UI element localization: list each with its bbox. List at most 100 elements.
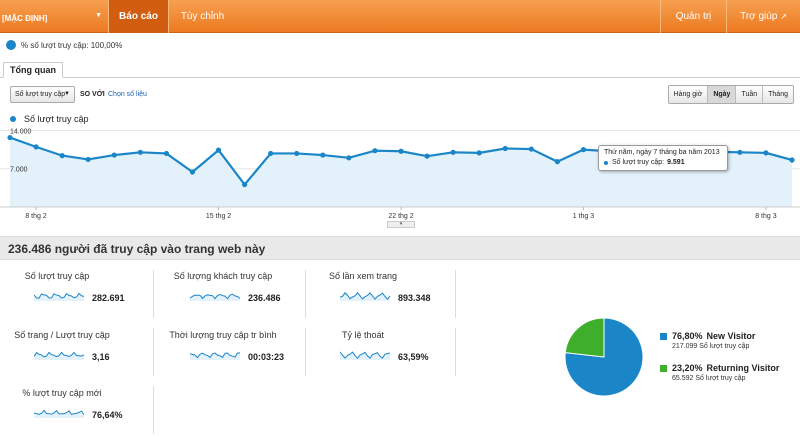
- admin-link[interactable]: Quản trị: [660, 0, 726, 33]
- tooltip-metric: Số lượt truy cập:: [612, 159, 665, 166]
- metric-visitors[interactable]: Số lượng khách truy cập 236.486: [158, 271, 308, 321]
- metric-visits[interactable]: Số lượt truy cập 282.691: [2, 271, 152, 321]
- sparkline: [34, 409, 84, 418]
- data-point[interactable]: [268, 150, 274, 157]
- pie-pct: 23,20%: [672, 363, 703, 373]
- profile-selector[interactable]: [MẶC ĐỊNH] ▼: [0, 0, 108, 33]
- data-point[interactable]: [59, 153, 65, 159]
- x-tick-label: 8 thg 3: [755, 213, 777, 220]
- sparkline-area: [190, 352, 240, 360]
- chart-controls: Số lượt truy cập ▼ SO VỚI Chọn số liệu H…: [0, 84, 800, 106]
- pie-count: 65.592 Số lượt truy cập: [672, 375, 746, 382]
- tab-customize[interactable]: Tùy chỉnh: [168, 0, 236, 33]
- data-point[interactable]: [528, 146, 534, 152]
- granularity-day[interactable]: Ngày: [707, 86, 736, 103]
- sparkline: [34, 351, 84, 360]
- data-point[interactable]: [346, 155, 352, 161]
- data-point[interactable]: [476, 150, 482, 156]
- data-point[interactable]: [242, 181, 248, 188]
- pie-legend-returning: 23,20% Returning Visitor 65.592 Số lượt …: [660, 363, 779, 382]
- visitor-summary: 236.486 người đã truy cập vào trang web …: [8, 242, 266, 256]
- help-link[interactable]: Trợ giúp ↗: [726, 0, 800, 33]
- data-point[interactable]: [111, 152, 117, 158]
- data-point[interactable]: [502, 145, 508, 152]
- metric-label: Thời lượng truy cập tr bình: [169, 330, 277, 340]
- metric-label: Tỷ lệ thoát: [341, 330, 385, 340]
- sparkline: [34, 292, 84, 301]
- x-tick-label: 1 thg 3: [573, 213, 595, 220]
- data-point[interactable]: [398, 148, 404, 154]
- compare-label: SO VỚI: [80, 91, 105, 98]
- metric-label: Số lần xem trang: [328, 271, 398, 281]
- divider: [153, 328, 154, 376]
- data-point[interactable]: [554, 159, 561, 165]
- legend-swatch: [660, 364, 667, 372]
- data-point[interactable]: [137, 149, 143, 155]
- series-area: [10, 137, 792, 207]
- pie-slice[interactable]: [564, 317, 605, 358]
- tooltip-dot: [604, 160, 608, 165]
- metric-select-label: Số lượt truy cập: [15, 91, 66, 98]
- divider: [153, 386, 154, 434]
- data-point[interactable]: [189, 169, 196, 175]
- legend-swatch: [660, 332, 667, 340]
- sparkline-line: [190, 293, 240, 300]
- sparkline-area: [340, 351, 390, 360]
- metric-label: Số lượng khách truy cập: [173, 271, 273, 281]
- data-point[interactable]: [7, 134, 13, 141]
- data-point[interactable]: [580, 147, 587, 153]
- segment-info: % số lượt truy cập: 100,00%: [6, 40, 122, 50]
- divider: [455, 270, 456, 318]
- pie-name: Returning Visitor: [706, 363, 780, 373]
- y-tick-label: 14.000: [10, 128, 32, 135]
- help-label: Trợ giúp: [740, 11, 778, 22]
- pie-name: New Visitor: [706, 331, 756, 341]
- sparkline: [340, 292, 390, 301]
- chevron-down-icon: ▼: [95, 12, 102, 19]
- metric-pages-per-visit[interactable]: Số trang / Lượt truy cập 3,16: [2, 330, 152, 380]
- tab-strip-line: [0, 77, 800, 78]
- data-point[interactable]: [789, 157, 795, 163]
- data-point[interactable]: [294, 150, 300, 157]
- tab-overview[interactable]: Tổng quan: [3, 62, 63, 78]
- profile-label: [MẶC ĐỊNH]: [2, 14, 48, 23]
- sparkline-line: [34, 409, 84, 416]
- granularity-hourly[interactable]: Hàng giờ: [668, 86, 708, 103]
- metric-label: Số lượt truy cập: [24, 271, 90, 281]
- pie-segment-icon: [6, 40, 16, 50]
- metric-avg-duration[interactable]: Thời lượng truy cập tr bình 00:03:23: [158, 330, 308, 380]
- tab-reports[interactable]: Báo cáo: [108, 0, 168, 33]
- data-point[interactable]: [33, 144, 39, 150]
- metric-pageviews[interactable]: Số lần xem trang 893.348: [308, 271, 458, 321]
- chart-tooltip: Thứ năm, ngày 7 tháng ba năm 2013 Số lượ…: [598, 145, 728, 171]
- legend-label: Số lượt truy cập: [24, 114, 89, 124]
- data-point[interactable]: [424, 153, 430, 159]
- tooltip-date: Thứ năm, ngày 7 tháng ba năm 2013: [604, 149, 720, 156]
- data-point[interactable]: [763, 150, 769, 156]
- data-point[interactable]: [450, 149, 456, 155]
- data-point[interactable]: [372, 148, 378, 154]
- sparkline-line: [34, 292, 84, 299]
- choose-metric-link[interactable]: Chọn số liệu: [108, 91, 147, 98]
- top-nav-bar: [MẶC ĐỊNH] ▼ Báo cáo Tùy chỉnh Quản trị …: [0, 0, 800, 33]
- sparkline-line: [190, 352, 240, 359]
- pie-count: 217.099 Số lượt truy cập: [672, 343, 750, 350]
- data-point[interactable]: [320, 152, 326, 158]
- visits-line-chart[interactable]: 8 thg 2 15 thg 2 22 thg 2 1 thg 3 8 thg 3 14.…: [0, 125, 800, 225]
- chart-resize-handle[interactable]: ▾: [387, 221, 415, 228]
- granularity-week[interactable]: Tuần: [735, 86, 763, 103]
- data-point[interactable]: [163, 150, 169, 157]
- sparkline-line: [340, 351, 390, 359]
- visitor-type-pie[interactable]: [563, 316, 645, 398]
- data-point[interactable]: [215, 147, 222, 153]
- metric-bounce-rate[interactable]: Tỷ lệ thoát 63,59%: [308, 330, 458, 380]
- metric-select[interactable]: Số lượt truy cập ▼: [10, 86, 75, 103]
- data-point[interactable]: [737, 149, 743, 155]
- metric-value: 236.486: [248, 293, 281, 303]
- data-point[interactable]: [85, 156, 91, 163]
- tooltip-value: 9.591: [667, 159, 685, 166]
- metric-new-visits[interactable]: % lượt truy cập mới 76,64%: [2, 388, 152, 438]
- granularity-month[interactable]: Tháng: [762, 86, 793, 103]
- metric-value: 893.348: [398, 293, 431, 303]
- pie-legend-new: 76,80% New Visitor 217.099 Số lượt truy …: [660, 331, 755, 350]
